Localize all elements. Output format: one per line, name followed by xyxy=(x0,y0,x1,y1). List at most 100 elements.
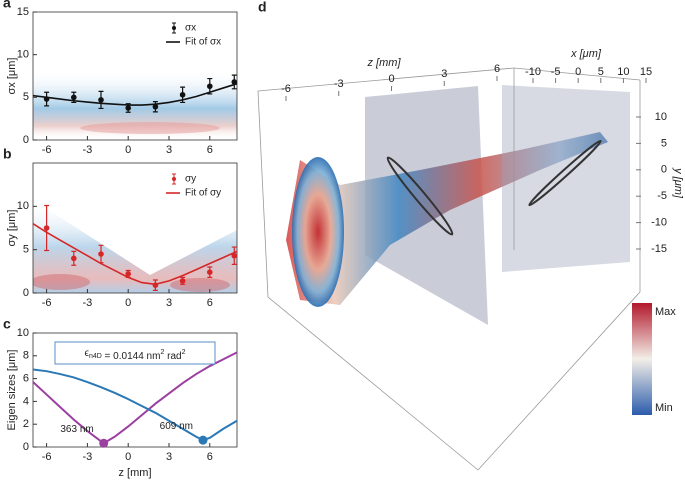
z-tick-label: 3 xyxy=(441,68,447,80)
point xyxy=(43,225,50,231)
x-tick-label: 3 xyxy=(166,297,172,309)
annotation-marker xyxy=(99,438,109,448)
x-tick-label: 6 xyxy=(207,451,213,463)
point xyxy=(207,83,213,90)
annotation-text-part: = 0.0144 nm xyxy=(102,351,161,362)
legend-label: Fit of σy xyxy=(185,188,221,199)
point xyxy=(125,105,131,111)
annotation-label: 363 nm xyxy=(60,424,93,435)
x-tick-label: -6 xyxy=(42,297,52,309)
point xyxy=(207,269,213,276)
y-tick-label: 0 xyxy=(23,134,29,146)
colorbar-min-label: Min xyxy=(655,402,673,414)
beam-spot xyxy=(292,157,344,307)
y-tick-label: 5 xyxy=(661,137,667,149)
z-axis-label: z [mm] xyxy=(367,57,402,69)
annotation-text-part: ϵ xyxy=(85,348,90,359)
line xyxy=(32,82,238,106)
y-tick-label: 0 xyxy=(23,441,29,453)
z-tick-label: -3 xyxy=(334,78,344,90)
point xyxy=(71,94,77,101)
plot-frame xyxy=(32,162,238,294)
y-tick-label: 2 xyxy=(23,418,29,430)
x-tick-label: -5 xyxy=(551,66,561,78)
x-tick-label: -3 xyxy=(83,297,93,309)
y-axis-label: σx [μm] xyxy=(6,58,18,95)
x-tick-label: 0 xyxy=(125,297,131,309)
point xyxy=(125,271,131,277)
plot-frame xyxy=(32,332,238,448)
annotation-box-text: ϵn4D = 0.0144 nm2 rad2 xyxy=(85,348,186,362)
x-tick-label: -10 xyxy=(525,66,541,78)
annotation-marker xyxy=(198,435,208,445)
y-tick-label: 4 xyxy=(23,395,29,407)
x-tick-label: -6 xyxy=(42,451,52,463)
point xyxy=(152,103,159,110)
x-axis-label: x [μm] xyxy=(570,48,602,60)
y-tick-label: 0 xyxy=(661,164,667,176)
legend-symbol xyxy=(172,26,176,30)
colorbar xyxy=(632,303,652,415)
x-tick-label: -3 xyxy=(83,451,93,463)
x-tick-label: 0 xyxy=(125,451,131,463)
y-tick-label: 5 xyxy=(23,244,29,256)
y-tick-label: 10 xyxy=(17,327,29,339)
y-tick-label: 10 xyxy=(17,200,29,212)
annotation-box xyxy=(54,341,216,365)
x-tick-label: -3 xyxy=(83,144,93,156)
panel-label: d xyxy=(258,0,267,15)
y-tick-label: -5 xyxy=(657,190,667,202)
x-tick-label: 10 xyxy=(617,66,629,78)
z-tick-label: 0 xyxy=(388,73,394,85)
y-tick-label: 6 xyxy=(23,373,29,385)
legend-label: σx xyxy=(185,23,196,34)
legend-symbol xyxy=(172,177,176,181)
beam xyxy=(286,132,608,305)
cross-section xyxy=(386,156,454,236)
panel-label: a xyxy=(3,0,11,11)
x-tick-label: 6 xyxy=(207,297,213,309)
z-tick-label: 6 xyxy=(494,63,500,75)
y-axis-label: y [μm] xyxy=(672,167,684,199)
annotation-text-part: 2 xyxy=(160,349,164,356)
panel-label: c xyxy=(3,316,11,332)
plane xyxy=(502,85,630,272)
z-tick-label: -6 xyxy=(281,83,291,95)
y-tick-label: 15 xyxy=(17,6,29,18)
annotation-text-part: rad xyxy=(164,351,181,362)
x-tick-label: 3 xyxy=(166,451,172,463)
heatmap xyxy=(33,70,237,140)
y-tick-label: 5 xyxy=(23,91,29,103)
annotation-text-part: n4D xyxy=(89,353,102,360)
panel-label: b xyxy=(3,146,12,162)
line xyxy=(32,222,238,286)
point xyxy=(179,91,186,98)
x-axis-label: z [mm] xyxy=(119,467,152,479)
heatmap xyxy=(33,200,237,293)
y-tick-label: 10 xyxy=(655,111,667,123)
point xyxy=(231,252,238,259)
x-tick-label: -6 xyxy=(42,144,52,156)
legend-label: Fit of σx xyxy=(185,37,221,48)
line xyxy=(32,351,238,445)
point xyxy=(71,255,77,262)
y-tick-label: 10 xyxy=(17,49,29,61)
point xyxy=(179,278,186,284)
x-tick-label: 0 xyxy=(575,66,581,78)
plot-frame xyxy=(32,11,238,141)
y-axis-label: Eigen sizes [μm] xyxy=(6,350,18,431)
y-tick-label: 8 xyxy=(23,350,29,362)
x-tick-label: 6 xyxy=(207,144,213,156)
x-tick-label: 0 xyxy=(125,144,131,156)
legend-label: σy xyxy=(185,174,196,185)
y-tick-label: 0 xyxy=(23,287,29,299)
point xyxy=(98,251,104,257)
colorbar-max-label: Max xyxy=(655,306,676,318)
cross-section xyxy=(528,139,602,207)
x-tick-label: 3 xyxy=(166,144,172,156)
annotation-text-part: 2 xyxy=(182,349,186,356)
y-tick-label: -15 xyxy=(651,243,667,255)
y-axis-label: σy [μm] xyxy=(6,210,18,247)
annotation-label: 609 nm xyxy=(160,421,193,432)
